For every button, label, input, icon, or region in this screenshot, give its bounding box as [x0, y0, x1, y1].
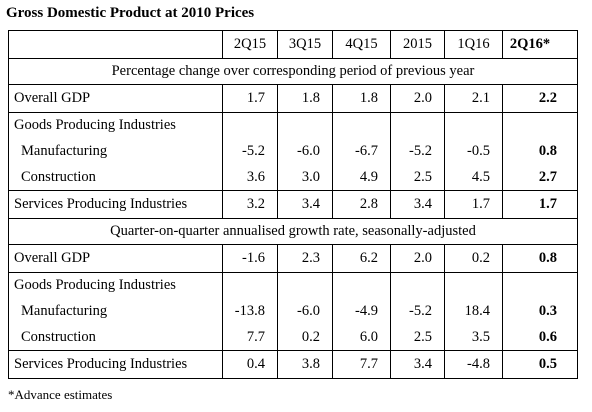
value-cell: 1.8: [332, 84, 391, 113]
section-heading: Percentage change over corresponding per…: [8, 58, 578, 85]
value-cell: 3.8: [277, 350, 333, 379]
column-header: 2Q15: [222, 30, 278, 59]
value-cell: 7.7: [332, 350, 391, 379]
value-cell: [222, 112, 278, 139]
value-cell: 3.4: [390, 190, 445, 219]
value-cell: 6.0: [332, 324, 391, 351]
value-cell: -4.8: [444, 350, 503, 379]
data-row: Construction 7.7 0.2 6.0 2.5 3.5 0.6: [8, 324, 578, 351]
value-cell: -6.0: [277, 138, 333, 165]
value-cell: -5.2: [390, 298, 445, 325]
row-label: Construction: [8, 164, 223, 191]
value-cell: 3.2: [222, 190, 278, 219]
value-cell: [332, 112, 391, 139]
gdp-table: 2Q15 3Q15 4Q15 2015 1Q16 2Q16* Percentage chan…: [8, 30, 578, 379]
value-cell: [444, 272, 503, 299]
value-cell: 1.7: [444, 190, 503, 219]
data-row: Overall GDP 1.7 1.8 1.8 2.0 2.1 2.2: [8, 84, 578, 113]
data-row: Manufacturing -5.2 -6.0 -6.7 -5.2 -0.5 0.8: [8, 138, 578, 165]
column-header: 2015: [390, 30, 445, 59]
value-cell: 2.2: [502, 84, 578, 113]
column-header: 2Q16*: [502, 30, 578, 59]
title: Gross Domestic Product at 2010 Prices: [6, 5, 255, 21]
row-label: Goods Producing Industries: [8, 112, 223, 139]
value-cell: [332, 272, 391, 299]
value-cell: [502, 112, 578, 139]
value-cell: 1.8: [277, 84, 333, 113]
value-cell: 0.6: [502, 324, 578, 351]
value-cell: 2.8: [332, 190, 391, 219]
value-cell: 2.0: [390, 244, 445, 273]
value-cell: -5.2: [222, 138, 278, 165]
value-cell: [444, 112, 503, 139]
footnote: *Advance estimates: [8, 387, 113, 402]
column-header: 1Q16: [444, 30, 503, 59]
value-cell: [390, 112, 445, 139]
header-row: 2Q15 3Q15 4Q15 2015 1Q16 2Q16*: [8, 30, 578, 59]
value-cell: -13.8: [222, 298, 278, 325]
value-cell: 4.9: [332, 164, 391, 191]
value-cell: 3.6: [222, 164, 278, 191]
value-cell: 0.2: [444, 244, 503, 273]
data-row: Services Producing Industries 3.2 3.4 2.8 3.…: [8, 190, 578, 219]
value-cell: 0.3: [502, 298, 578, 325]
row-label: Manufacturing: [8, 138, 223, 165]
section-row: Percentage change over corresponding per…: [8, 58, 578, 85]
row-label: Services Producing Industries: [8, 190, 223, 219]
row-label: Construction: [8, 324, 223, 351]
value-cell: [277, 272, 333, 299]
value-cell: [390, 272, 445, 299]
data-row: Goods Producing Industries: [8, 272, 578, 299]
value-cell: 18.4: [444, 298, 503, 325]
value-cell: 0.8: [502, 244, 578, 273]
value-cell: [222, 272, 278, 299]
value-cell: 4.5: [444, 164, 503, 191]
section-row: Quarter-on-quarter annualised growth rat…: [8, 218, 578, 245]
row-label: Services Producing Industries: [8, 350, 223, 379]
value-cell: 0.2: [277, 324, 333, 351]
data-row: Overall GDP -1.6 2.3 6.2 2.0 0.2 0.8: [8, 244, 578, 273]
value-cell: 3.4: [277, 190, 333, 219]
value-cell: 3.5: [444, 324, 503, 351]
value-cell: [277, 112, 333, 139]
value-cell: 2.5: [390, 324, 445, 351]
value-cell: 2.1: [444, 84, 503, 113]
corner-cell: [8, 30, 223, 59]
row-label: Goods Producing Industries: [8, 272, 223, 299]
value-cell: 2.7: [502, 164, 578, 191]
value-cell: 0.5: [502, 350, 578, 379]
value-cell: 0.4: [222, 350, 278, 379]
value-cell: 3.4: [390, 350, 445, 379]
data-row: Goods Producing Industries: [8, 112, 578, 139]
value-cell: -1.6: [222, 244, 278, 273]
value-cell: -6.0: [277, 298, 333, 325]
value-cell: -6.7: [332, 138, 391, 165]
column-header: 3Q15: [277, 30, 333, 59]
column-header: 4Q15: [332, 30, 391, 59]
data-row: Services Producing Industries 0.4 3.8 7.7 3.…: [8, 350, 578, 379]
value-cell: -5.2: [390, 138, 445, 165]
value-cell: 3.0: [277, 164, 333, 191]
value-cell: 1.7: [222, 84, 278, 113]
row-label: Overall GDP: [8, 244, 223, 273]
value-cell: -0.5: [444, 138, 503, 165]
value-cell: [502, 272, 578, 299]
value-cell: 2.5: [390, 164, 445, 191]
data-row: Manufacturing -13.8 -6.0 -4.9 -5.2 18.4 0.3: [8, 298, 578, 325]
value-cell: 2.3: [277, 244, 333, 273]
value-cell: 7.7: [222, 324, 278, 351]
value-cell: -4.9: [332, 298, 391, 325]
value-cell: 2.0: [390, 84, 445, 113]
value-cell: 1.7: [502, 190, 578, 219]
section-heading: Quarter-on-quarter annualised growth rat…: [8, 218, 578, 245]
row-label: Manufacturing: [8, 298, 223, 325]
row-label: Overall GDP: [8, 84, 223, 113]
value-cell: 6.2: [332, 244, 391, 273]
data-row: Construction 3.6 3.0 4.9 2.5 4.5 2.7: [8, 164, 578, 191]
value-cell: 0.8: [502, 138, 578, 165]
